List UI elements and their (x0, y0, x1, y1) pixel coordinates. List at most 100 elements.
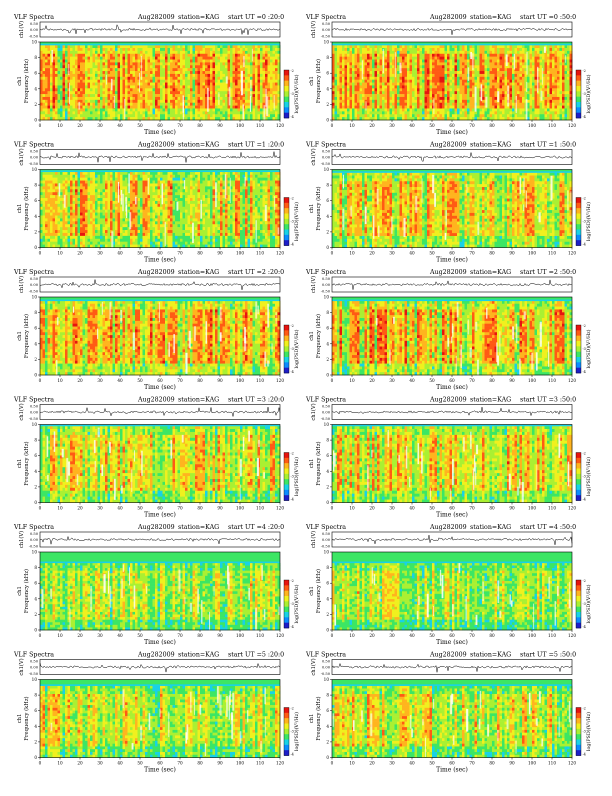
spectrogram (40, 680, 280, 758)
x-tick-label: 120 (276, 506, 284, 511)
y-axis-label: Frequency (kHz) (315, 59, 322, 103)
y-tick-label: 2 (326, 484, 329, 489)
x-tick-label: 10 (349, 123, 355, 128)
waveform-ylabel: ch1(V) (18, 21, 25, 38)
colorbar-tick-label: -3 (291, 92, 294, 96)
x-tick-label: 0 (39, 378, 42, 383)
y-tick-label: 6 (326, 71, 329, 76)
y-axis-label: Frequency (kHz) (315, 314, 322, 358)
waveform-ylabel: ch1(V) (310, 658, 317, 675)
band-edge (40, 170, 280, 172)
y-tick-label: 6 (326, 708, 329, 713)
y-tick-label: 8 (326, 183, 329, 188)
colorbar-tick-label: -2 (583, 707, 586, 711)
panel-title: VLF Spectra (305, 269, 346, 276)
x-tick-label: 80 (489, 123, 495, 128)
y-tick-label: 6 (34, 581, 37, 586)
panel-date: Aug282009 (137, 142, 175, 149)
x-tick-label: 120 (276, 251, 284, 256)
y-tick-label: 6 (326, 581, 329, 586)
x-tick-label: 40 (117, 761, 123, 766)
x-tick-label: 10 (57, 633, 63, 638)
colorbar-tick-label: -4 (583, 753, 586, 757)
colorbar-label: log(PSD)(V²/Hz) (585, 457, 592, 496)
waveform-frame (40, 150, 280, 165)
y-tick-label: 0 (34, 628, 37, 633)
y-axis-channel-label: ch1 (17, 204, 23, 214)
y-tick-label: 4 (34, 724, 37, 729)
panel-start-ut: start UT =2 :50:0 (520, 269, 576, 276)
band-edge (40, 562, 280, 564)
x-tick-label: 60 (449, 506, 455, 511)
y-tick-label: 0 (326, 500, 329, 505)
x-tick-label: 100 (528, 761, 536, 766)
spectrogram-upper-band (40, 552, 280, 563)
x-tick-label: 50 (137, 123, 143, 128)
y-tick-label: 6 (326, 326, 329, 331)
spectrogram (40, 552, 281, 637)
x-tick-label: 110 (548, 506, 556, 511)
x-tick-label: 20 (77, 123, 83, 128)
panel-title: VLF Spectra (13, 142, 54, 149)
colorbar-tick-label: -4 (583, 115, 586, 119)
x-tick-label: 30 (389, 633, 395, 638)
x-tick-label: 0 (39, 506, 42, 511)
y-tick-label: 2 (34, 739, 37, 744)
x-tick-label: 80 (197, 761, 203, 766)
x-tick-label: 20 (369, 123, 375, 128)
y-axis-channel-label: ch1 (309, 204, 315, 214)
waveform-ylabel: ch1(V) (310, 531, 317, 548)
x-tick-label: 100 (528, 378, 536, 383)
colorbar-tick-label: -2 (291, 324, 294, 328)
panel-station: station=KAG (470, 652, 511, 659)
colorbar-label: log(PSD)(V²/Hz) (293, 584, 300, 623)
y-tick-label: 6 (326, 198, 329, 203)
x-tick-label: 10 (349, 251, 355, 256)
x-tick-label: 100 (236, 506, 244, 511)
y-tick-label: 0 (326, 755, 329, 760)
x-tick-label: 110 (548, 761, 556, 766)
y-axis-channel-label: ch1 (17, 714, 23, 724)
x-tick-label: 120 (276, 633, 284, 638)
colorbar-tick-label: -3 (291, 220, 294, 224)
x-tick-label: 100 (236, 761, 244, 766)
x-tick-label: 50 (137, 761, 143, 766)
panel-start-ut: start UT =5 :20:0 (228, 652, 284, 659)
y-axis-label: Frequency (kHz) (315, 569, 322, 613)
x-tick-label: 110 (548, 123, 556, 128)
vlf-spectra-figure: VLF Spectra Aug282009 station=KAG start UT … (0, 0, 612, 792)
waveform-ylabel: ch1(V) (18, 531, 25, 548)
x-tick-label: 70 (469, 123, 475, 128)
x-tick-label: 70 (177, 123, 183, 128)
x-axis-label: Time (sec) (436, 512, 468, 519)
x-tick-label: 90 (509, 378, 515, 383)
x-tick-label: 0 (331, 123, 334, 128)
y-axis-label: Frequency (kHz) (23, 569, 30, 613)
x-tick-label: 60 (157, 251, 163, 256)
y-axis-channel-label: ch1 (309, 76, 315, 86)
x-tick-label: 90 (217, 251, 223, 256)
colorbar-tick-label: -4 (291, 115, 294, 119)
panel-station: station=KAG (470, 142, 511, 149)
y-tick-label: 8 (34, 438, 37, 443)
x-tick-label: 60 (449, 378, 455, 383)
panel-date: Aug282009 (137, 397, 175, 404)
x-tick-label: 30 (389, 378, 395, 383)
waveform-tick-label: 0.50 (322, 277, 331, 281)
colorbar-tick-label: -3 (291, 347, 294, 351)
x-axis-label: Time (sec) (436, 384, 468, 391)
colorbar-tick-label: -2 (583, 324, 586, 328)
x-tick-label: 80 (197, 123, 203, 128)
band-edge (332, 425, 572, 427)
y-axis-label: Frequency (kHz) (23, 441, 30, 485)
x-tick-label: 70 (177, 378, 183, 383)
colorbar-tick-label: -3 (583, 602, 586, 606)
x-tick-label: 70 (177, 506, 183, 511)
x-tick-label: 50 (429, 761, 435, 766)
y-axis-channel-label: ch1 (309, 331, 315, 341)
colorbar-label: log(PSD)(V²/Hz) (585, 329, 592, 368)
panel-start-ut: start UT =0 :20:0 (228, 14, 284, 21)
